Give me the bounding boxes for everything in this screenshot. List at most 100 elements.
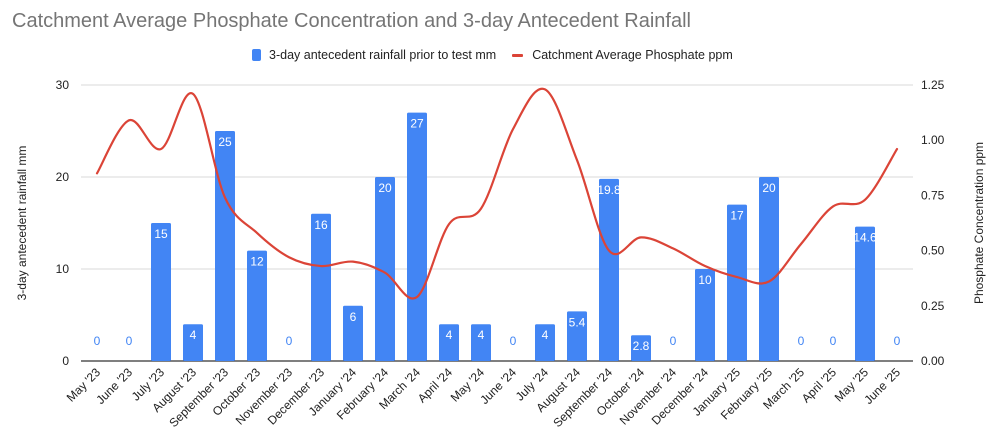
bar-data-label: 20 [378, 181, 392, 195]
legend-swatch-rainfall [252, 49, 261, 61]
phosphate-point [448, 223, 450, 225]
x-tick-label: June '23 [93, 365, 135, 407]
phosphate-point [160, 148, 162, 150]
phosphate-point [736, 276, 738, 278]
phosphate-point [384, 272, 386, 274]
bar-data-label: 0 [510, 334, 517, 348]
bar-data-label: 0 [286, 334, 293, 348]
bar-data-label: 15 [154, 227, 168, 241]
bar-data-label: 0 [894, 334, 901, 348]
x-tick-label: April '25 [799, 365, 840, 406]
bar-data-label: 0 [94, 334, 101, 348]
phosphate-point [480, 208, 482, 210]
phosphate-point [288, 256, 290, 258]
bar-data-label: 2.8 [633, 339, 650, 353]
bar [599, 178, 619, 361]
bar-data-label: 0 [798, 334, 805, 348]
legend-label-phosphate: Catchment Average Phosphate ppm [532, 48, 733, 62]
bar [343, 305, 363, 361]
y2-tick-label: 0.00 [921, 354, 945, 368]
y2-tick-label: 0.50 [921, 244, 945, 258]
bar [695, 269, 715, 361]
y2-tick-label: 0.75 [921, 188, 945, 202]
bar [567, 311, 587, 361]
phosphate-point [224, 197, 226, 199]
legend-label-rainfall: 3-day antecedent rainfall prior to test … [269, 48, 497, 62]
bar [247, 250, 267, 361]
bar-data-label: 0 [830, 334, 837, 348]
phosphate-point [576, 159, 578, 161]
phosphate-line [95, 87, 899, 300]
bar-data-label: 25 [218, 135, 232, 149]
data-labels: 0 0 15 4 25 12 0 16 6 20 27 4 4 0 4 5.4 19.8 2.8 0 10 17 20 0 0… [94, 117, 901, 354]
phosphate-point [768, 281, 770, 283]
left-axis-title: 3-day antecedent rainfall mm [15, 146, 29, 301]
bar-data-label: 27 [410, 117, 424, 131]
bar-data-label: 20 [762, 181, 776, 195]
phosphate-point [96, 172, 98, 174]
right-axis: 0.00 0.25 0.50 0.75 1.00 1.25 [921, 78, 945, 368]
bar-data-label: 10 [698, 273, 712, 287]
bar-series [151, 112, 875, 361]
x-tick-label: April '24 [415, 365, 456, 406]
phosphate-point [256, 232, 258, 234]
phosphate-point [416, 296, 418, 298]
y-tick-label: 10 [56, 262, 70, 276]
phosphate-point [672, 247, 674, 249]
bar [375, 177, 395, 361]
bar [535, 324, 555, 361]
phosphate-point [544, 88, 546, 90]
bar [727, 204, 747, 361]
phosphate-point [128, 119, 130, 121]
line-series [95, 87, 899, 300]
phosphate-point [608, 250, 610, 252]
phosphate-point [864, 199, 866, 201]
y-tick-label: 30 [56, 78, 70, 92]
phosphate-point [640, 236, 642, 238]
bar-data-label: 4 [542, 328, 549, 342]
bar-data-label: 0 [670, 334, 677, 348]
bar-data-label: 17 [730, 209, 744, 223]
y2-tick-label: 1.25 [921, 78, 945, 92]
phosphate-point [512, 128, 514, 130]
bar-data-label: 4 [190, 328, 197, 342]
bar [407, 112, 427, 361]
bar-data-label: 4 [478, 328, 485, 342]
legend-swatch-phosphate [512, 53, 524, 57]
phosphate-point [896, 148, 898, 150]
x-tick-label: June '24 [477, 365, 519, 407]
bar [151, 223, 171, 361]
y-tick-label: 0 [62, 354, 69, 368]
right-axis-title: Phosphate Concentration ppm [972, 142, 986, 304]
phosphate-point [704, 265, 706, 267]
left-axis: 0 10 20 30 [56, 78, 70, 368]
phosphate-point [352, 261, 354, 263]
y-tick-label: 20 [56, 170, 70, 184]
bar [855, 226, 875, 361]
bar [471, 324, 491, 361]
bar-data-label: 14.6 [853, 231, 877, 245]
phosphate-point [320, 265, 322, 267]
legend-item-rainfall[interactable]: 3-day antecedent rainfall prior to test … [252, 48, 496, 62]
bar-data-label: 12 [250, 255, 264, 269]
bar-data-label: 19.8 [597, 183, 621, 197]
bar [215, 131, 235, 361]
bar-data-label: 16 [314, 218, 328, 232]
phosphate-point [800, 243, 802, 245]
legend-item-phosphate[interactable]: Catchment Average Phosphate ppm [512, 48, 733, 62]
bar-data-label: 6 [350, 310, 357, 324]
phosphate-point [832, 205, 834, 207]
bar [311, 213, 331, 361]
x-tick-label: June '25 [861, 365, 903, 407]
y2-tick-label: 0.25 [921, 299, 945, 313]
bar-data-label: 5.4 [569, 315, 586, 329]
bar-data-label: 0 [126, 334, 133, 348]
legend: 3-day antecedent rainfall prior to test … [252, 48, 749, 62]
bar [439, 324, 459, 361]
bar [183, 324, 203, 361]
y2-tick-label: 1.00 [921, 133, 945, 147]
chart-title: Catchment Average Phosphate Concentratio… [12, 10, 691, 32]
bar [631, 335, 651, 361]
